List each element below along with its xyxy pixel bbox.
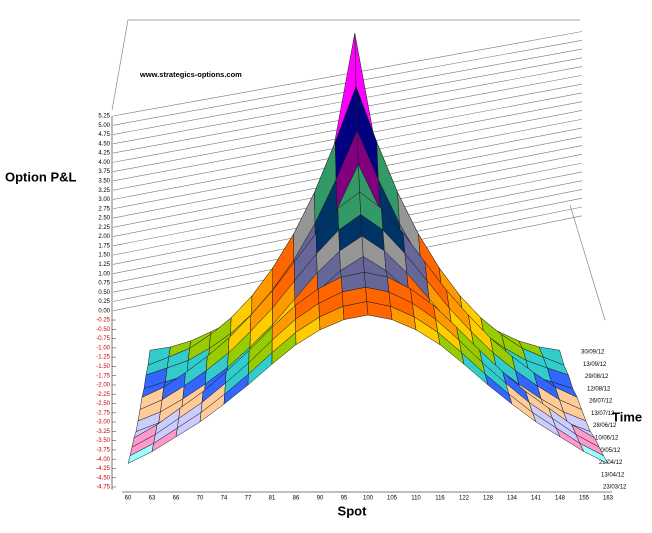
z-tick-label: 2.00	[98, 234, 110, 240]
z-tick-label: -1.00	[96, 345, 110, 351]
x-tick-label: 128	[483, 496, 494, 502]
z-tick-label: -1.50	[96, 364, 110, 370]
x-axis-title: Spot	[338, 503, 368, 518]
z-axis-title: Option P&L	[5, 169, 77, 184]
x-tick-label: 86	[293, 496, 300, 502]
surface	[127, 32, 609, 464]
z-tick-label: 4.00	[98, 160, 110, 166]
z-tick-label: -2.00	[96, 383, 110, 389]
surface-cell	[579, 443, 609, 464]
x-tick-label: 110	[411, 496, 421, 502]
z-tick-label: -2.25	[96, 392, 110, 398]
y-tick-label: 30/09/12	[581, 350, 605, 356]
y-tick-label: 20/05/12	[597, 448, 621, 454]
y-tick-label: 29/08/12	[585, 374, 609, 380]
watermark: www.strategics-options.com	[139, 70, 242, 79]
y-tick-label: 12/08/12	[587, 386, 611, 392]
chart-walls	[111, 19, 612, 493]
x-tick-label: 81	[269, 496, 276, 502]
x-tick-label: 122	[459, 496, 470, 502]
z-tick-label: -4.50	[96, 475, 110, 481]
z-tick-label: 2.25	[98, 225, 110, 231]
z-tick-label: 3.50	[98, 179, 110, 185]
z-tick-label: 2.50	[98, 216, 110, 222]
y-tick-label: 10/06/12	[595, 435, 619, 441]
x-tick-label: 77	[245, 496, 252, 502]
x-tick-label: 95	[341, 496, 348, 502]
z-tick-label: -3.75	[96, 447, 110, 453]
z-tick-label: 2.75	[98, 206, 110, 212]
z-tick-label: -4.25	[96, 466, 110, 472]
x-tick-label: 116	[435, 496, 445, 502]
z-tick-label: 1.50	[98, 253, 110, 259]
z-tick-label: -1.75	[96, 373, 110, 379]
x-tick-label: 74	[221, 496, 228, 502]
z-tick-label: -4.75	[96, 485, 110, 491]
z-tick-label: 0.50	[98, 290, 110, 296]
y-tick-label: 23/03/12	[603, 485, 627, 491]
z-tick-label: 3.75	[98, 169, 110, 175]
x-tick-label: 66	[173, 496, 180, 502]
x-tick-label: 60	[125, 496, 132, 502]
z-tick-label: 1.25	[98, 262, 110, 268]
z-tick-label: 4.50	[98, 141, 110, 147]
z-tick-label: -1.25	[96, 355, 110, 361]
x-tick-label: 70	[197, 496, 204, 502]
wall-edge	[569, 204, 606, 321]
wall-edge	[111, 19, 129, 111]
z-tick-label: 1.75	[98, 243, 110, 249]
z-tick-label: -0.50	[96, 327, 110, 333]
z-tick-label: 0.00	[98, 308, 110, 314]
z-tick-label: 1.00	[98, 271, 110, 277]
z-tick-label: -0.25	[96, 318, 110, 324]
y-tick-label: 26/07/12	[589, 399, 613, 405]
y-axis-title: Time	[612, 409, 642, 424]
x-tick-label: 100	[363, 496, 374, 502]
y-tick-label: 13/09/12	[583, 362, 607, 368]
z-tick-label: 4.25	[98, 151, 110, 157]
z-tick-label: -2.50	[96, 401, 110, 407]
y-tick-label: 28/06/12	[593, 423, 617, 429]
y-tick-label: 29/04/12	[599, 460, 623, 466]
z-tick-label: 3.00	[98, 197, 110, 203]
x-tick-label: 105	[387, 496, 398, 502]
x-tick-label: 148	[555, 496, 566, 502]
z-tick-label: -0.75	[96, 336, 110, 342]
x-tick-label: 163	[603, 496, 614, 502]
y-tick-label: 13/04/12	[601, 472, 625, 478]
x-tick-label: 63	[149, 496, 156, 502]
z-tick-label: 5.25	[98, 114, 110, 120]
z-tick-label: 4.75	[98, 132, 110, 138]
z-tick-label: 0.25	[98, 299, 110, 305]
z-tick-label: -2.75	[96, 410, 110, 416]
z-tick-label: -3.00	[96, 420, 110, 426]
x-tick-label: 134	[507, 496, 518, 502]
z-tick-label: 5.00	[98, 123, 110, 129]
z-tick-label: -3.25	[96, 429, 110, 435]
x-tick-label: 141	[531, 496, 542, 502]
z-tick-label: 3.25	[98, 188, 110, 194]
x-tick-label: 155	[579, 496, 590, 502]
z-tick-label: -3.50	[96, 438, 110, 444]
z-tick-label: -4.00	[96, 457, 110, 463]
y-tick-label: 13/07/12	[591, 411, 615, 417]
x-tick-label: 90	[317, 496, 324, 502]
z-tick-label: 0.75	[98, 281, 110, 287]
